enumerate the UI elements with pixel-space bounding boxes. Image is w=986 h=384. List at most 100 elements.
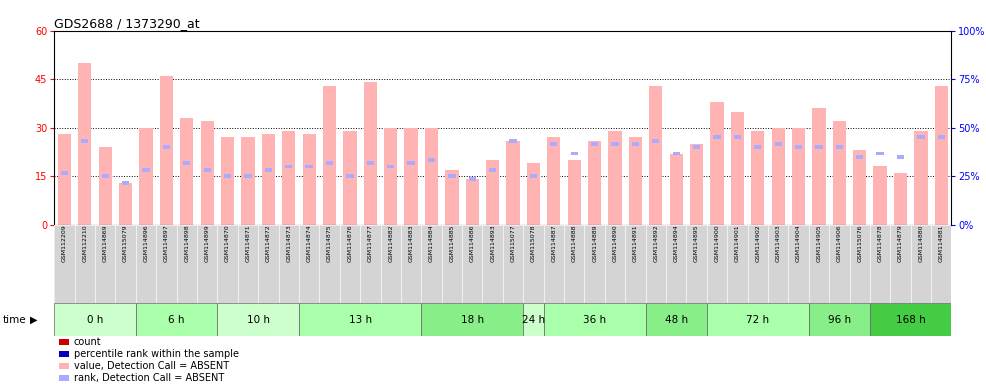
Bar [407,161,415,165]
Bar [319,225,340,303]
Bar [874,167,886,225]
Bar [428,158,435,162]
Bar [856,155,864,159]
Bar [322,86,336,225]
Text: GSM115079: GSM115079 [123,225,128,262]
Text: GSM114869: GSM114869 [103,225,107,262]
Text: GSM114888: GSM114888 [572,225,577,262]
Bar [914,131,928,225]
Bar [364,83,377,225]
Text: GSM114890: GSM114890 [612,225,617,262]
Text: GSM114893: GSM114893 [490,225,495,262]
Bar [142,168,150,172]
Bar [421,303,524,336]
Text: 36 h: 36 h [583,314,606,325]
Bar [221,137,235,225]
Bar [507,141,520,225]
Text: GSM114880: GSM114880 [918,225,924,262]
Text: 24 h: 24 h [522,314,545,325]
Bar [486,160,499,225]
Bar [894,173,907,225]
Text: GSM114898: GSM114898 [184,225,189,262]
Bar [809,225,829,303]
Bar [489,168,496,172]
Bar [61,171,68,175]
Text: GSM114894: GSM114894 [673,225,678,262]
Bar [686,225,707,303]
Text: 96 h: 96 h [828,314,851,325]
Text: 168 h: 168 h [896,314,926,325]
Text: GSM114901: GSM114901 [735,225,740,262]
Bar [360,225,381,303]
Bar [524,303,543,336]
Bar [238,225,258,303]
Bar [625,225,646,303]
Text: GSM112210: GSM112210 [82,225,88,262]
Bar [629,137,642,225]
Bar [850,225,870,303]
Bar [264,168,272,172]
Text: GSM114882: GSM114882 [388,225,393,262]
Text: GSM114877: GSM114877 [368,225,373,262]
Text: GSM114871: GSM114871 [246,225,250,262]
Text: GSM114874: GSM114874 [307,225,312,262]
Bar [789,225,809,303]
Bar [931,225,951,303]
Text: GSM114884: GSM114884 [429,225,434,262]
Bar [768,225,789,303]
Text: GSM114900: GSM114900 [715,225,720,262]
Bar [197,225,217,303]
Bar [938,136,945,139]
Bar [669,154,683,225]
Bar [242,137,254,225]
Text: GSM114872: GSM114872 [266,225,271,262]
Bar [367,161,374,165]
Text: rank, Detection Call = ABSENT: rank, Detection Call = ABSENT [74,373,224,383]
Bar [564,225,585,303]
Bar [482,225,503,303]
Bar [217,303,299,336]
Bar [58,134,71,225]
Bar [503,225,524,303]
Bar [465,179,479,225]
Bar [870,303,951,336]
Bar [897,155,904,159]
Bar [401,225,421,303]
Bar [734,136,741,139]
Bar [917,136,925,139]
Text: GSM114889: GSM114889 [593,225,598,262]
Bar [258,225,279,303]
Text: GSM115077: GSM115077 [511,225,516,262]
Bar [163,145,170,149]
Bar [611,142,618,146]
Bar [54,303,136,336]
Bar [812,108,825,225]
Bar [815,145,822,149]
Bar [102,174,108,178]
Bar [833,121,846,225]
Bar [792,128,806,225]
Text: 18 h: 18 h [460,314,484,325]
Text: GSM114886: GSM114886 [469,225,475,262]
Bar [547,137,560,225]
Bar [632,142,639,146]
Bar [877,152,883,156]
Bar [75,225,95,303]
Bar [754,145,761,149]
Text: GSM114881: GSM114881 [939,225,944,262]
Bar [217,225,238,303]
Bar [604,225,625,303]
Bar [649,86,663,225]
Bar [890,225,911,303]
Bar [870,225,890,303]
Text: GSM114895: GSM114895 [694,225,699,262]
Bar [543,303,646,336]
Bar [176,225,197,303]
Bar [693,145,700,149]
Bar [571,152,578,156]
Text: GSM114892: GSM114892 [654,225,659,262]
Bar [690,144,703,225]
Bar [527,163,540,225]
Text: count: count [74,337,102,347]
Bar [449,174,456,178]
